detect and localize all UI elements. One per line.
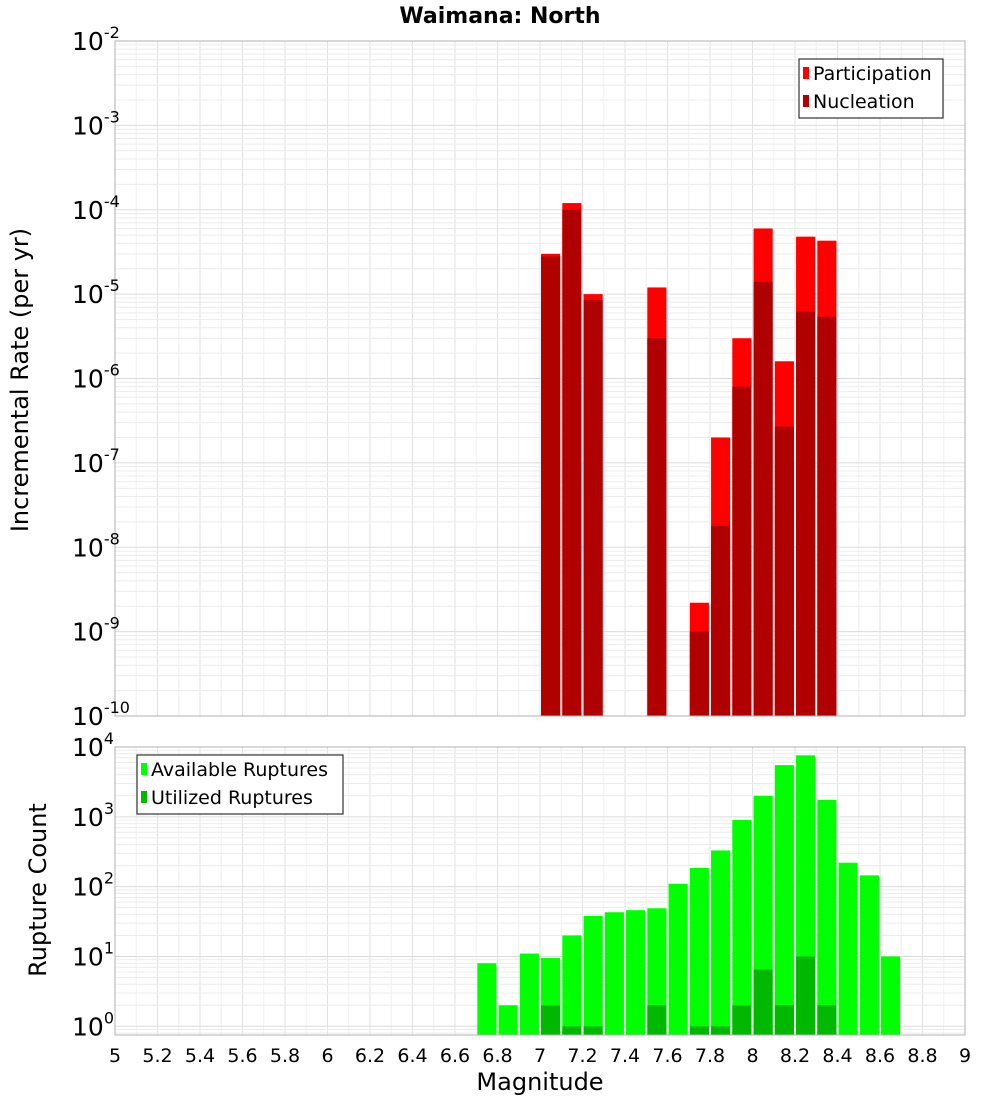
x-tick-label: 7 (534, 1045, 546, 1067)
top-bar-nucleation (774, 426, 794, 716)
bottom-bar-available-ruptures (626, 910, 646, 1035)
bottom-bar-utilized-ruptures (774, 1005, 794, 1035)
bottom-bar-available-ruptures (732, 820, 752, 1035)
bottom-legend-swatch (141, 763, 147, 775)
bottom-bar-available-ruptures (689, 867, 709, 1035)
top-y-tick-label: 10-9 (72, 614, 120, 647)
top-y-tick-label: 10-6 (72, 361, 120, 394)
top-legend: Participation Nucleation (798, 58, 944, 119)
top-legend-label: Participation (813, 63, 932, 85)
bottom-bar-available-ruptures (498, 1005, 518, 1035)
bottom-bar-utilized-ruptures (583, 1026, 603, 1035)
bottom-bar-utilized-ruptures (796, 956, 816, 1035)
top-panel: 10-10 10-9 10-8 10-7 10-6 10-5 10-4 10-3 10-2 Par… (72, 23, 966, 731)
top-y-tick-label: 10-5 (72, 276, 120, 309)
bottom-y-tick-label: 104 (72, 729, 114, 762)
top-bar-nucleation (711, 525, 731, 716)
plots-layer: 10-10 10-9 10-8 10-7 10-6 10-5 10-4 10-3 10-2 Par… (72, 23, 971, 1067)
top-bar-nucleation (689, 631, 709, 716)
x-tick-label: 8.4 (822, 1045, 852, 1067)
bottom-bar-available-ruptures (859, 875, 879, 1035)
top-bar-nucleation (541, 256, 561, 716)
bottom-bar-utilized-ruptures (647, 1005, 667, 1035)
chart-title: Waimana: North (399, 4, 600, 29)
bottom-bar-utilized-ruptures (711, 1026, 731, 1035)
top-y-axis-label: Incremental Rate (per yr) (6, 228, 34, 532)
bottom-legend-label: Available Ruptures (151, 759, 328, 781)
top-bar-nucleation (562, 209, 582, 716)
top-bar-nucleation (796, 311, 816, 716)
x-tick-label: 8.6 (865, 1045, 895, 1067)
bottom-y-tick-label: 103 (72, 799, 114, 832)
bottom-bar-available-ruptures (647, 908, 667, 1035)
bottom-bar-utilized-ruptures (562, 1026, 582, 1035)
top-bar-nucleation (647, 338, 667, 716)
x-tick-label: 8 (746, 1045, 758, 1067)
x-tick-label: 6.4 (397, 1045, 427, 1067)
bottom-bar-available-ruptures (711, 850, 731, 1035)
bottom-legend-label: Utilized Ruptures (151, 787, 313, 809)
x-tick-label: 6.6 (440, 1045, 470, 1067)
x-tick-label: 7.8 (695, 1045, 725, 1067)
x-axis-label: Magnitude (476, 1068, 603, 1096)
bottom-bar-utilized-ruptures (732, 1005, 752, 1035)
top-y-tick-label: 10-10 (72, 698, 130, 731)
x-tick-label: 5.6 (227, 1045, 257, 1067)
top-bar-nucleation (753, 281, 773, 716)
bottom-bar-available-ruptures (817, 799, 837, 1035)
bottom-legend-swatch (141, 791, 147, 803)
top-y-tick-label: 10-8 (72, 529, 120, 562)
bottom-y-tick-label: 102 (72, 869, 114, 902)
bottom-bar-available-ruptures (477, 963, 497, 1035)
top-bar-nucleation (732, 386, 752, 716)
x-tick-label: 6.2 (355, 1045, 385, 1067)
top-y-tick-label: 10-3 (72, 107, 120, 140)
top-ylabel-group: Incremental Rate (per yr) (6, 228, 34, 532)
x-tick-label: 7.4 (610, 1045, 640, 1067)
bottom-ylabel-group: Rupture Count (24, 803, 52, 977)
top-legend-swatch (803, 95, 809, 107)
bottom-y-axis-label: Rupture Count (24, 803, 52, 977)
x-tick-label: 5 (109, 1045, 121, 1067)
x-tick-label: 6.8 (482, 1045, 512, 1067)
bottom-bar-available-ruptures (668, 883, 688, 1035)
bottom-bar-utilized-ruptures (753, 969, 773, 1035)
x-tick-label: 8.2 (780, 1045, 810, 1067)
bottom-bar-utilized-ruptures (541, 1005, 561, 1035)
bottom-bar-available-ruptures (774, 765, 794, 1035)
bottom-legend: Available Ruptures Utilized Ruptures (136, 754, 344, 815)
bottom-panel: 100 101 102 103 104 5 5.2 5.4 5.6 5.8 6 6.2 6.4 6.6 6.… (72, 729, 971, 1067)
bottom-legend-box (136, 754, 344, 815)
x-tick-label: 9 (959, 1045, 971, 1067)
top-y-tick-label: 10-7 (72, 445, 120, 478)
top-legend-box (798, 58, 944, 119)
top-legend-swatch (803, 67, 809, 79)
top-y-tick-label: 10-2 (72, 23, 120, 56)
x-tick-label: 5.4 (185, 1045, 215, 1067)
bottom-bar-available-ruptures (604, 912, 624, 1035)
top-y-tick-label: 10-4 (72, 192, 120, 225)
bottom-bar-utilized-ruptures (817, 1005, 837, 1035)
bottom-y-tick-label: 100 (72, 1008, 114, 1041)
top-bar-nucleation (817, 316, 837, 716)
x-tick-label: 6 (321, 1045, 333, 1067)
bottom-bar-available-ruptures (838, 862, 858, 1035)
bottom-bar-available-ruptures (583, 915, 603, 1035)
x-tick-label: 7.6 (652, 1045, 682, 1067)
x-tick-label: 7.2 (567, 1045, 597, 1067)
bottom-plot-frame (114, 746, 966, 1036)
bottom-bar-available-ruptures (562, 935, 582, 1035)
bottom-bar-available-ruptures (881, 956, 901, 1035)
bottom-bar-available-ruptures (519, 953, 539, 1035)
top-bar-nucleation (583, 300, 603, 716)
x-tick-label: 8.8 (907, 1045, 937, 1067)
x-tick-label: 5.2 (142, 1045, 172, 1067)
top-legend-label: Nucleation (813, 91, 915, 113)
bottom-bar-utilized-ruptures (689, 1026, 709, 1035)
x-tick-label: 5.8 (270, 1045, 300, 1067)
bottom-y-tick-label: 101 (72, 938, 114, 971)
top-plot-frame (114, 40, 966, 717)
